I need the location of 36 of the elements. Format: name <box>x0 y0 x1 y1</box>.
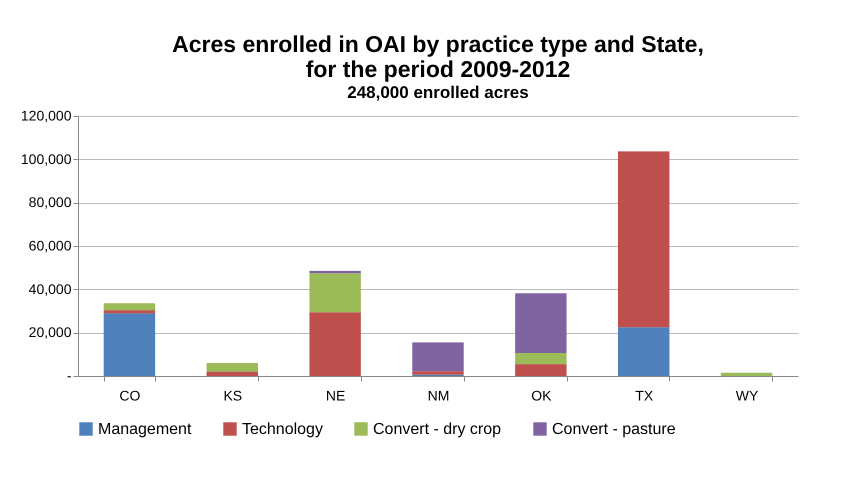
chart-subtitle: 248,000 enrolled acres <box>347 83 529 102</box>
y-tick-label: 20,000 <box>28 324 72 340</box>
bar <box>104 313 156 376</box>
bar <box>720 372 772 376</box>
y-tick-label: - <box>66 368 72 384</box>
x-tick-label: CO <box>119 388 141 404</box>
bar <box>206 363 258 372</box>
y-tick-label: 40,000 <box>28 280 72 297</box>
x-tick-label: TX <box>635 388 654 404</box>
bar <box>104 303 156 310</box>
bar <box>309 273 361 312</box>
legend-label: Convert - dry crop <box>373 421 502 438</box>
bar <box>515 293 567 354</box>
bar <box>618 327 670 376</box>
y-tick-label: 100,000 <box>20 150 72 167</box>
y-tick-label: 120,000 <box>20 108 72 124</box>
chart-title: Acres enrolled in OAI by practice type and State, for the period 2009-2012 <box>172 31 704 82</box>
bar <box>104 310 156 314</box>
x-tick-label: KS <box>223 388 242 404</box>
y-tick-label: 80,000 <box>28 194 72 210</box>
legend-label: Management <box>98 421 192 438</box>
x-tick-label: NE <box>326 388 346 404</box>
legend-label: Convert - pasture <box>552 421 676 438</box>
x-tick-label: NM <box>428 388 450 404</box>
bar <box>412 371 464 375</box>
bar <box>515 364 567 376</box>
bar <box>412 342 464 372</box>
bar <box>309 270 361 274</box>
y-tick-label: 60,000 <box>28 238 72 254</box>
bar <box>309 312 361 376</box>
bar <box>206 372 258 376</box>
bar <box>515 353 567 364</box>
x-tick-label: WY <box>736 388 760 404</box>
bar <box>618 151 670 328</box>
legend-label: Technology <box>242 421 323 438</box>
x-tick-label: OK <box>531 388 552 404</box>
